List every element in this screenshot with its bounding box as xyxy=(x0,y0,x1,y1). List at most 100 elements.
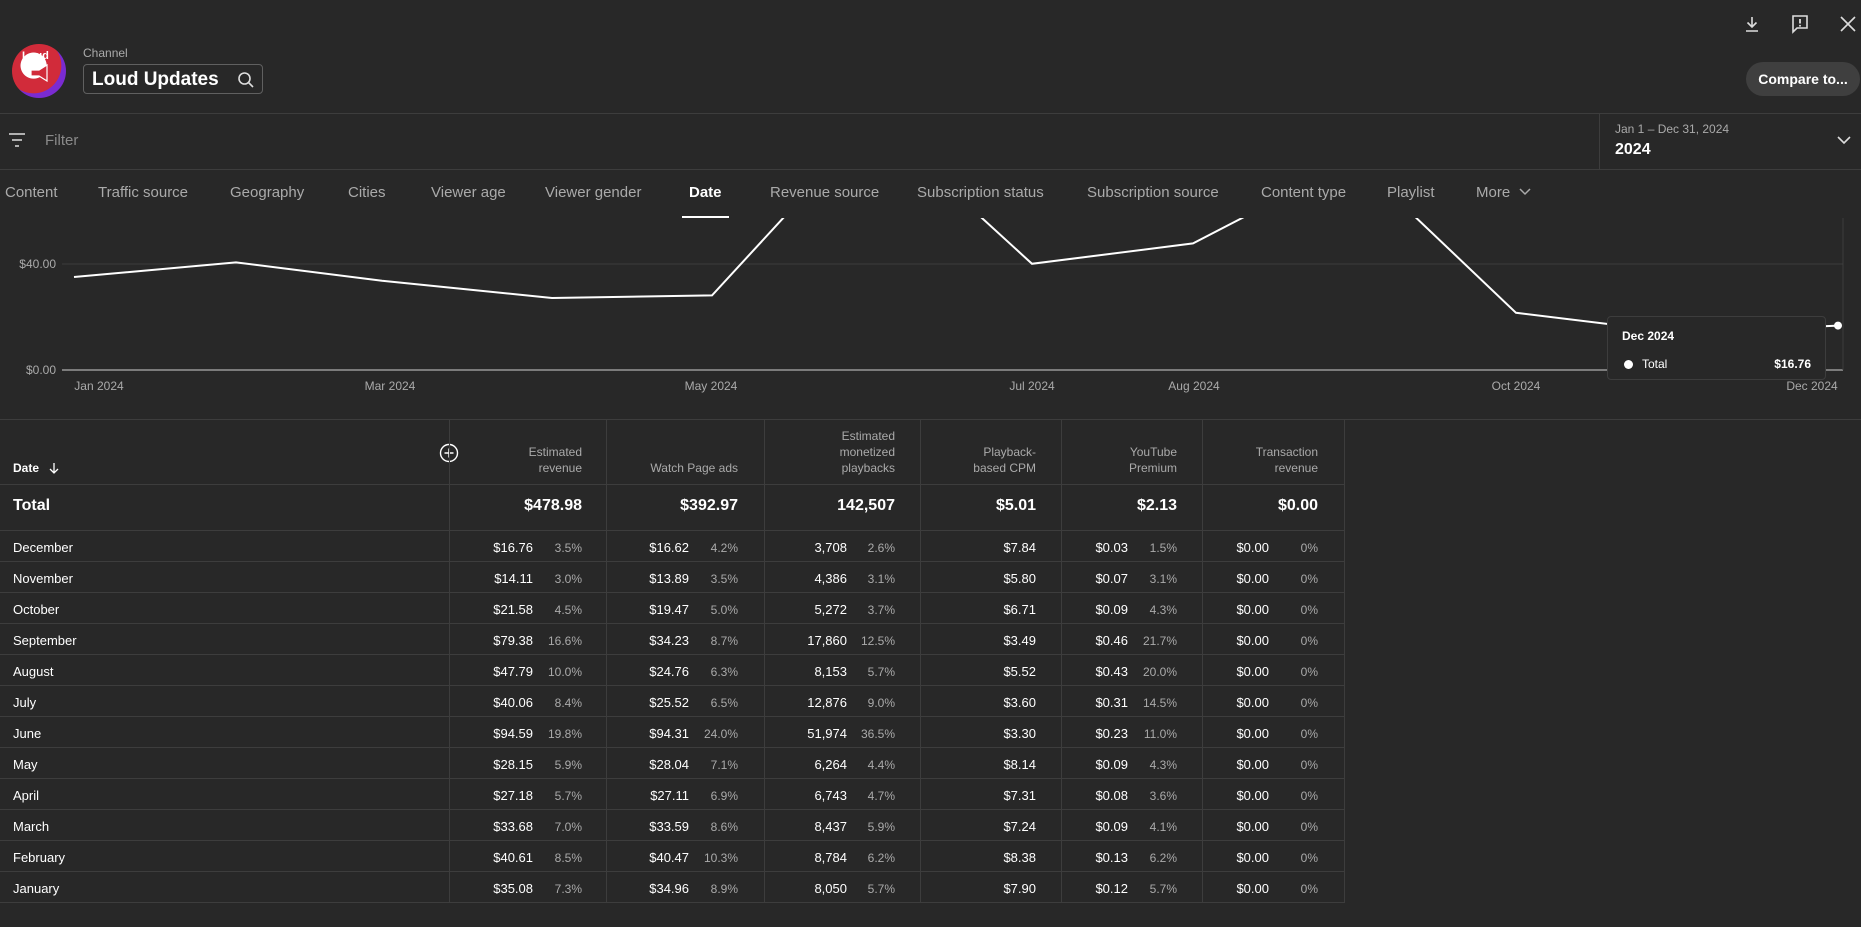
tab-traffic-source[interactable]: Traffic source xyxy=(98,184,189,201)
row-value: $0.31 xyxy=(1095,695,1128,710)
row-date: November xyxy=(13,571,73,586)
avatar-text: Loud xyxy=(22,50,49,62)
row-percent: 0% xyxy=(1300,541,1318,555)
row-percent: 0% xyxy=(1300,789,1318,803)
row-date: August xyxy=(13,664,54,679)
tab-subscription-status[interactable]: Subscription status xyxy=(917,184,1044,201)
row-value: $14.11 xyxy=(494,571,533,586)
search-icon[interactable] xyxy=(237,71,255,89)
column-header[interactable]: Estimated revenue xyxy=(528,445,582,475)
column-divider xyxy=(764,420,765,903)
row-percent: 5.7% xyxy=(867,882,895,896)
row-percent: 6.2% xyxy=(867,851,895,865)
compare-button[interactable]: Compare to... xyxy=(1746,62,1860,96)
row-value: $8.38 xyxy=(1003,850,1036,865)
row-value: $0.00 xyxy=(1236,602,1269,617)
channel-name: Loud Updates xyxy=(92,69,219,90)
tab-content[interactable]: Content xyxy=(5,184,58,201)
row-value: $47.79 xyxy=(493,664,533,679)
row-value: $0.00 xyxy=(1236,664,1269,679)
revenue-line-chart[interactable]: $40.00 $0.00 Jan 2024 Mar 2024 May 2024 Jul… xyxy=(0,218,1861,418)
row-date: June xyxy=(13,726,42,741)
tab-more[interactable]: More xyxy=(1476,184,1532,201)
row-percent: 8.9% xyxy=(710,882,738,896)
column-divider xyxy=(449,420,450,903)
column-divider xyxy=(920,420,921,903)
row-value: $28.15 xyxy=(493,757,533,772)
row-percent: 10.3% xyxy=(703,851,738,865)
channel-selector[interactable]: Loud Updates xyxy=(83,64,263,94)
row-percent: 20.0% xyxy=(1142,665,1177,679)
row-percent: 0% xyxy=(1300,572,1318,586)
row-value: $0.09 xyxy=(1095,757,1128,772)
x-tick-label: Jul 2024 xyxy=(1009,379,1055,393)
row-divider xyxy=(0,871,1345,872)
series-line-total xyxy=(73,218,1839,334)
row-divider xyxy=(0,747,1345,748)
row-value: $33.59 xyxy=(649,819,689,834)
sort-down-icon[interactable] xyxy=(48,462,60,474)
tab-cities[interactable]: Cities xyxy=(348,184,386,201)
tab-viewer-gender[interactable]: Viewer gender xyxy=(545,184,642,201)
row-value: $0.00 xyxy=(1236,695,1269,710)
tab-content-type[interactable]: Content type xyxy=(1261,184,1347,201)
row-date: July xyxy=(13,695,37,710)
row-percent: 7.0% xyxy=(554,820,582,834)
column-header[interactable]: Playback-based CPM xyxy=(973,445,1036,475)
date-divider xyxy=(1599,114,1600,169)
tab-viewer-age[interactable]: Viewer age xyxy=(431,184,506,201)
row-value: $7.24 xyxy=(1003,819,1036,834)
row-date: October xyxy=(13,602,60,617)
row-percent: 4.3% xyxy=(1149,603,1177,617)
row-value: $6.71 xyxy=(1003,602,1036,617)
row-value: $0.03 xyxy=(1095,540,1128,555)
date-range-value[interactable]: 2024 xyxy=(1615,141,1651,158)
row-percent: 24.0% xyxy=(703,727,738,741)
channel-label: Channel xyxy=(83,46,128,60)
tab-date[interactable]: Date xyxy=(689,184,722,201)
column-header[interactable]: Estimated monetized playbacks xyxy=(839,429,895,475)
row-divider xyxy=(0,840,1345,841)
row-date: February xyxy=(13,850,66,865)
row-date: April xyxy=(13,788,40,803)
filter-icon[interactable] xyxy=(8,132,26,148)
tooltip-series-label: Total xyxy=(1642,357,1668,371)
column-header[interactable]: YouTube Premium xyxy=(1128,445,1177,475)
row-value: $24.76 xyxy=(649,664,689,679)
row-percent: 0% xyxy=(1300,696,1318,710)
row-value: $0.12 xyxy=(1095,881,1128,896)
row-percent: 3.7% xyxy=(867,603,895,617)
row-percent: 0% xyxy=(1300,882,1318,896)
row-value: $13.89 xyxy=(649,571,689,586)
row-percent: 10.0% xyxy=(547,665,582,679)
row-percent: 7.3% xyxy=(554,882,582,896)
chevron-down-icon[interactable] xyxy=(1836,135,1852,145)
date-range-label[interactable]: Jan 1 – Dec 31, 2024 xyxy=(1615,122,1730,136)
row-percent: 4.1% xyxy=(1149,820,1177,834)
row-percent: 0% xyxy=(1300,665,1318,679)
tab-subscription-source[interactable]: Subscription source xyxy=(1087,184,1219,201)
x-tick-label: May 2024 xyxy=(685,379,738,393)
tab-playlist[interactable]: Playlist xyxy=(1387,184,1435,201)
column-header[interactable]: Watch Page ads xyxy=(650,461,738,475)
row-value: $0.00 xyxy=(1236,850,1269,865)
row-value: $3.49 xyxy=(1003,633,1036,648)
header-row-divider xyxy=(0,484,1345,485)
row-percent: 0% xyxy=(1300,603,1318,617)
feedback-icon[interactable] xyxy=(1788,12,1812,36)
date-column-header[interactable]: Date xyxy=(13,461,60,475)
row-value: $28.04 xyxy=(649,757,689,772)
close-icon[interactable] xyxy=(1836,12,1860,36)
row-value: $0.00 xyxy=(1236,757,1269,772)
tab-revenue-source[interactable]: Revenue source xyxy=(770,184,880,201)
row-percent: 6.2% xyxy=(1149,851,1177,865)
column-divider xyxy=(1202,420,1203,903)
row-percent: 5.0% xyxy=(710,603,738,617)
tab-more-label: More xyxy=(1476,184,1511,201)
filter-input[interactable]: Filter xyxy=(45,132,79,149)
row-value: $25.52 xyxy=(649,695,689,710)
row-value: $7.90 xyxy=(1003,881,1036,896)
tab-geography[interactable]: Geography xyxy=(230,184,305,201)
column-header[interactable]: Transaction revenue xyxy=(1255,445,1318,475)
download-icon[interactable] xyxy=(1740,12,1764,36)
